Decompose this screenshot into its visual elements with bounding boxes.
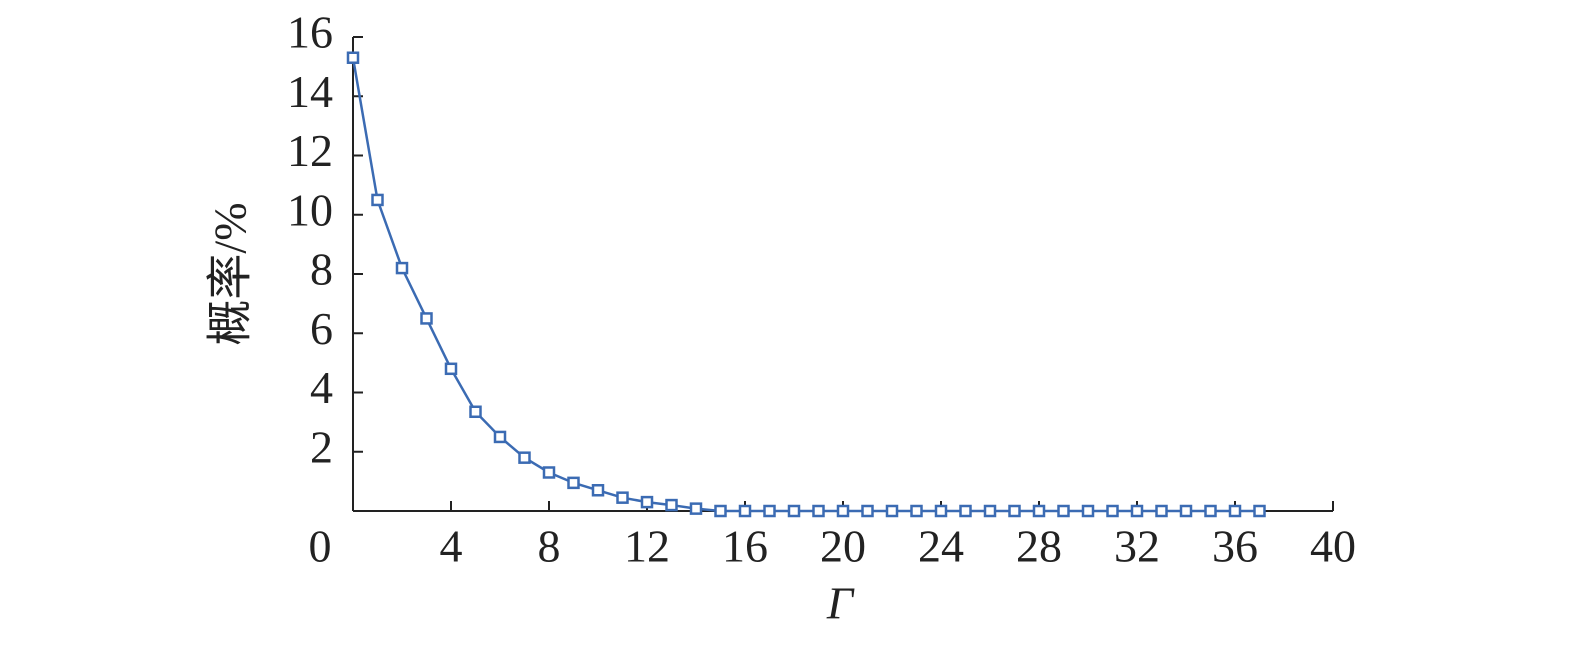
marker — [371, 193, 384, 207]
x-tick-label: 16 — [722, 521, 768, 572]
marker — [444, 362, 458, 376]
y-tick-label: 16 — [287, 7, 333, 58]
y-axis-label: 概率/% — [205, 202, 256, 345]
y-tick-label: 8 — [310, 244, 333, 295]
x-tick-label: 40 — [1310, 521, 1356, 572]
marker — [763, 504, 776, 518]
marker — [836, 504, 850, 518]
y-tick-label: 14 — [287, 66, 333, 117]
marker — [1130, 504, 1144, 518]
x-tick-label: 4 — [440, 521, 463, 572]
marker — [812, 504, 825, 518]
marker — [861, 504, 874, 518]
y-tick-label: 12 — [287, 125, 333, 176]
marker — [616, 491, 629, 504]
marker — [910, 504, 923, 518]
marker — [1032, 504, 1046, 518]
marker — [395, 261, 409, 275]
marker — [1155, 504, 1168, 518]
marker — [1179, 504, 1193, 518]
x-tick-label: 24 — [918, 521, 964, 572]
marker — [714, 504, 727, 518]
marker — [420, 312, 433, 325]
marker — [1228, 504, 1242, 518]
marker — [738, 504, 752, 518]
x-tick-label: 20 — [820, 521, 866, 572]
marker — [567, 476, 580, 490]
marker — [542, 466, 556, 479]
marker — [983, 504, 997, 518]
marker — [346, 51, 360, 64]
x-tick-label: 28 — [1016, 521, 1062, 572]
marker — [1057, 504, 1070, 518]
y-tick-label: 6 — [310, 303, 333, 354]
y-tick-label: 2 — [310, 421, 333, 472]
marker — [1106, 504, 1119, 518]
y-tick-label: 4 — [310, 362, 333, 413]
marker — [518, 451, 531, 464]
marker — [959, 504, 972, 518]
marker — [469, 405, 482, 419]
marker — [493, 430, 507, 444]
series-line — [351, 57, 1260, 513]
x-tick-label: 32 — [1114, 521, 1160, 572]
x-axis-label: Γ — [826, 578, 855, 629]
x-tick-label: 36 — [1212, 521, 1258, 572]
marker — [885, 504, 899, 518]
y-tick-label: 10 — [287, 184, 333, 235]
marker — [1081, 504, 1095, 518]
marker — [1008, 504, 1021, 518]
marker — [1204, 504, 1217, 518]
x-tick-label: 0 — [309, 521, 332, 572]
x-tick-label: 8 — [538, 521, 561, 572]
marker — [1253, 504, 1266, 518]
marker — [591, 484, 605, 497]
marker — [665, 498, 678, 512]
marker — [934, 504, 948, 518]
marker — [787, 504, 801, 518]
marker — [689, 502, 703, 515]
x-tick-label: 12 — [624, 521, 670, 572]
marker — [640, 495, 654, 509]
